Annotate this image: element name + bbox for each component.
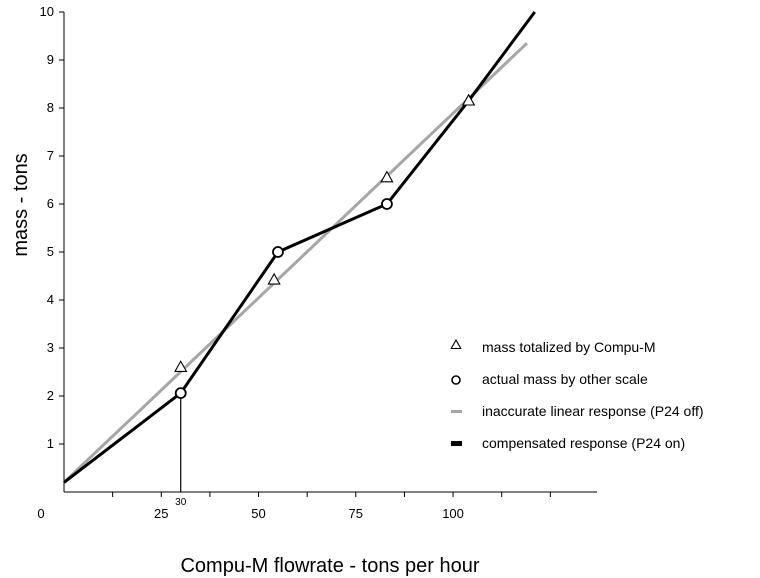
y-tick-label: 6 — [47, 196, 54, 211]
legend-circle-icon — [451, 375, 461, 385]
x-tick-label: 25 — [154, 506, 168, 521]
y-tick-label: 5 — [47, 244, 54, 259]
triangle-point — [461, 93, 476, 106]
y-tick-label: 10 — [40, 4, 54, 19]
legend-label: mass totalized by Compu-M — [482, 339, 656, 355]
y-tick-label: 7 — [47, 148, 54, 163]
legend-label: actual mass by other scale — [482, 371, 648, 387]
y-tick-label: 9 — [47, 52, 54, 67]
triangle-point — [174, 360, 188, 372]
legend-label: inaccurate linear response (P24 off) — [482, 403, 704, 419]
compensated-response-line — [63, 11, 536, 484]
x-axis-title: Compu-M flowrate - tons per hour — [180, 555, 479, 577]
circle-point — [381, 198, 393, 210]
y-tick-label: 1 — [47, 436, 54, 451]
legend-gray-bar-icon — [451, 410, 462, 413]
x-tick-label: 0 — [37, 506, 44, 521]
triangle-point — [267, 272, 281, 285]
circle-point — [174, 387, 187, 400]
y-tick-label: 2 — [47, 388, 54, 403]
x-tick-label: 100 — [442, 506, 464, 521]
y-axis-title: mass - tons — [10, 153, 32, 256]
triangle-point — [380, 170, 394, 183]
y-tick-label: 8 — [47, 100, 54, 115]
x-tick-label: 50 — [251, 506, 265, 521]
legend: mass totalized by Compu-M actual mass by … — [450, 338, 704, 451]
y-tick-label: 4 — [47, 292, 54, 307]
annotations: 30 — [175, 399, 187, 508]
y-tick-label: 3 — [47, 340, 54, 355]
series — [62, 11, 536, 484]
legend-triangle-icon — [450, 338, 462, 350]
reading-label: 30 — [175, 497, 187, 508]
linear-response-line — [62, 42, 529, 484]
legend-black-bar-icon — [451, 441, 462, 446]
legend-label: compensated response (P24 on) — [482, 435, 685, 451]
x-tick-label: 75 — [349, 506, 363, 521]
circle-point — [272, 246, 284, 258]
